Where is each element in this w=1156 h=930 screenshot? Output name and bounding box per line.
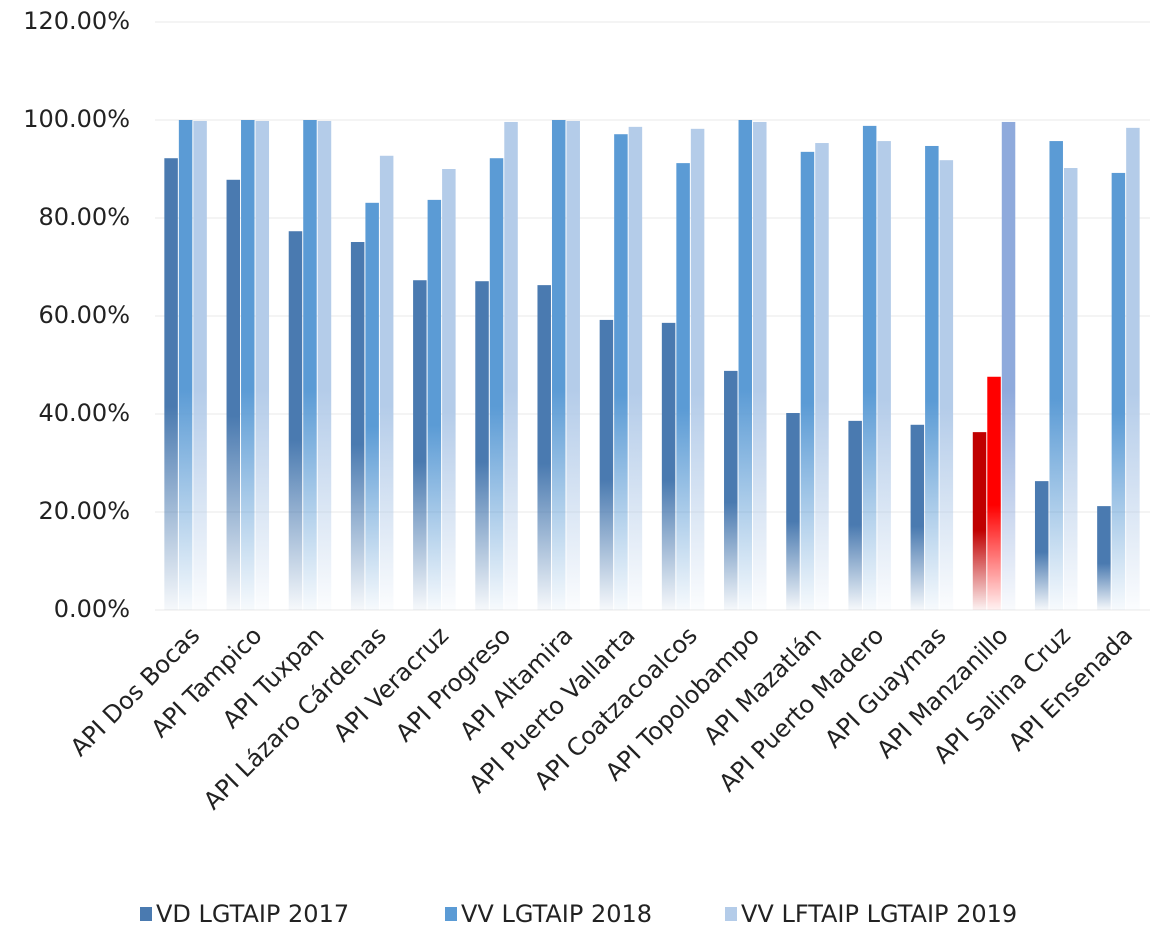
bar bbox=[537, 285, 551, 610]
bar bbox=[442, 169, 456, 610]
bar bbox=[317, 120, 332, 610]
bar bbox=[738, 120, 753, 610]
legend-label: VV LGTAIP 2018 bbox=[461, 900, 652, 928]
y-tick-label: 80.00% bbox=[38, 203, 130, 231]
bar bbox=[178, 120, 193, 610]
bar bbox=[800, 151, 815, 610]
bar bbox=[1001, 121, 1016, 611]
bar bbox=[1111, 172, 1126, 611]
legend-label: VD LGTAIP 2017 bbox=[156, 900, 349, 928]
bar bbox=[1034, 481, 1049, 610]
bar bbox=[427, 199, 442, 610]
bar bbox=[614, 134, 628, 610]
bar bbox=[303, 120, 317, 610]
bar bbox=[925, 145, 939, 610]
bar bbox=[489, 158, 504, 610]
bar bbox=[910, 424, 925, 610]
legend-swatch bbox=[140, 907, 152, 921]
bar bbox=[939, 160, 954, 610]
bar bbox=[628, 126, 643, 611]
bar bbox=[877, 141, 891, 610]
bar bbox=[987, 376, 1001, 610]
bar bbox=[413, 280, 427, 610]
bar bbox=[193, 120, 207, 610]
legend-swatch bbox=[725, 907, 737, 921]
bar bbox=[972, 432, 987, 610]
y-tick-label: 20.00% bbox=[38, 497, 130, 525]
y-tick-label: 40.00% bbox=[38, 399, 130, 427]
bar bbox=[551, 120, 566, 610]
bar bbox=[1063, 168, 1078, 610]
bar bbox=[255, 120, 270, 610]
bar bbox=[815, 143, 829, 610]
bar bbox=[848, 420, 862, 610]
bar bbox=[1049, 141, 1063, 610]
bar bbox=[1126, 127, 1140, 610]
bar bbox=[724, 370, 738, 610]
bar bbox=[226, 179, 241, 610]
legend-swatch bbox=[445, 907, 457, 921]
bar bbox=[661, 322, 676, 610]
bar bbox=[504, 121, 518, 611]
bar bbox=[690, 128, 705, 610]
y-tick-label: 120.00% bbox=[23, 7, 130, 35]
bar bbox=[379, 155, 394, 610]
bar bbox=[753, 121, 767, 611]
bar bbox=[241, 120, 255, 610]
bar bbox=[365, 202, 379, 610]
bar bbox=[288, 231, 303, 611]
bar bbox=[566, 120, 580, 610]
y-tick-label: 100.00% bbox=[23, 105, 130, 133]
bar bbox=[676, 163, 690, 610]
bar bbox=[1097, 506, 1111, 610]
bar bbox=[786, 413, 800, 610]
bar bbox=[475, 281, 489, 610]
legend-label: VV LFTAIP LGTAIP 2019 bbox=[741, 900, 1017, 928]
bar bbox=[164, 158, 178, 610]
bar bbox=[350, 242, 365, 610]
bar bbox=[599, 319, 614, 610]
y-tick-label: 0.00% bbox=[54, 595, 130, 623]
y-tick-label: 60.00% bbox=[38, 301, 130, 329]
bar bbox=[862, 125, 877, 610]
